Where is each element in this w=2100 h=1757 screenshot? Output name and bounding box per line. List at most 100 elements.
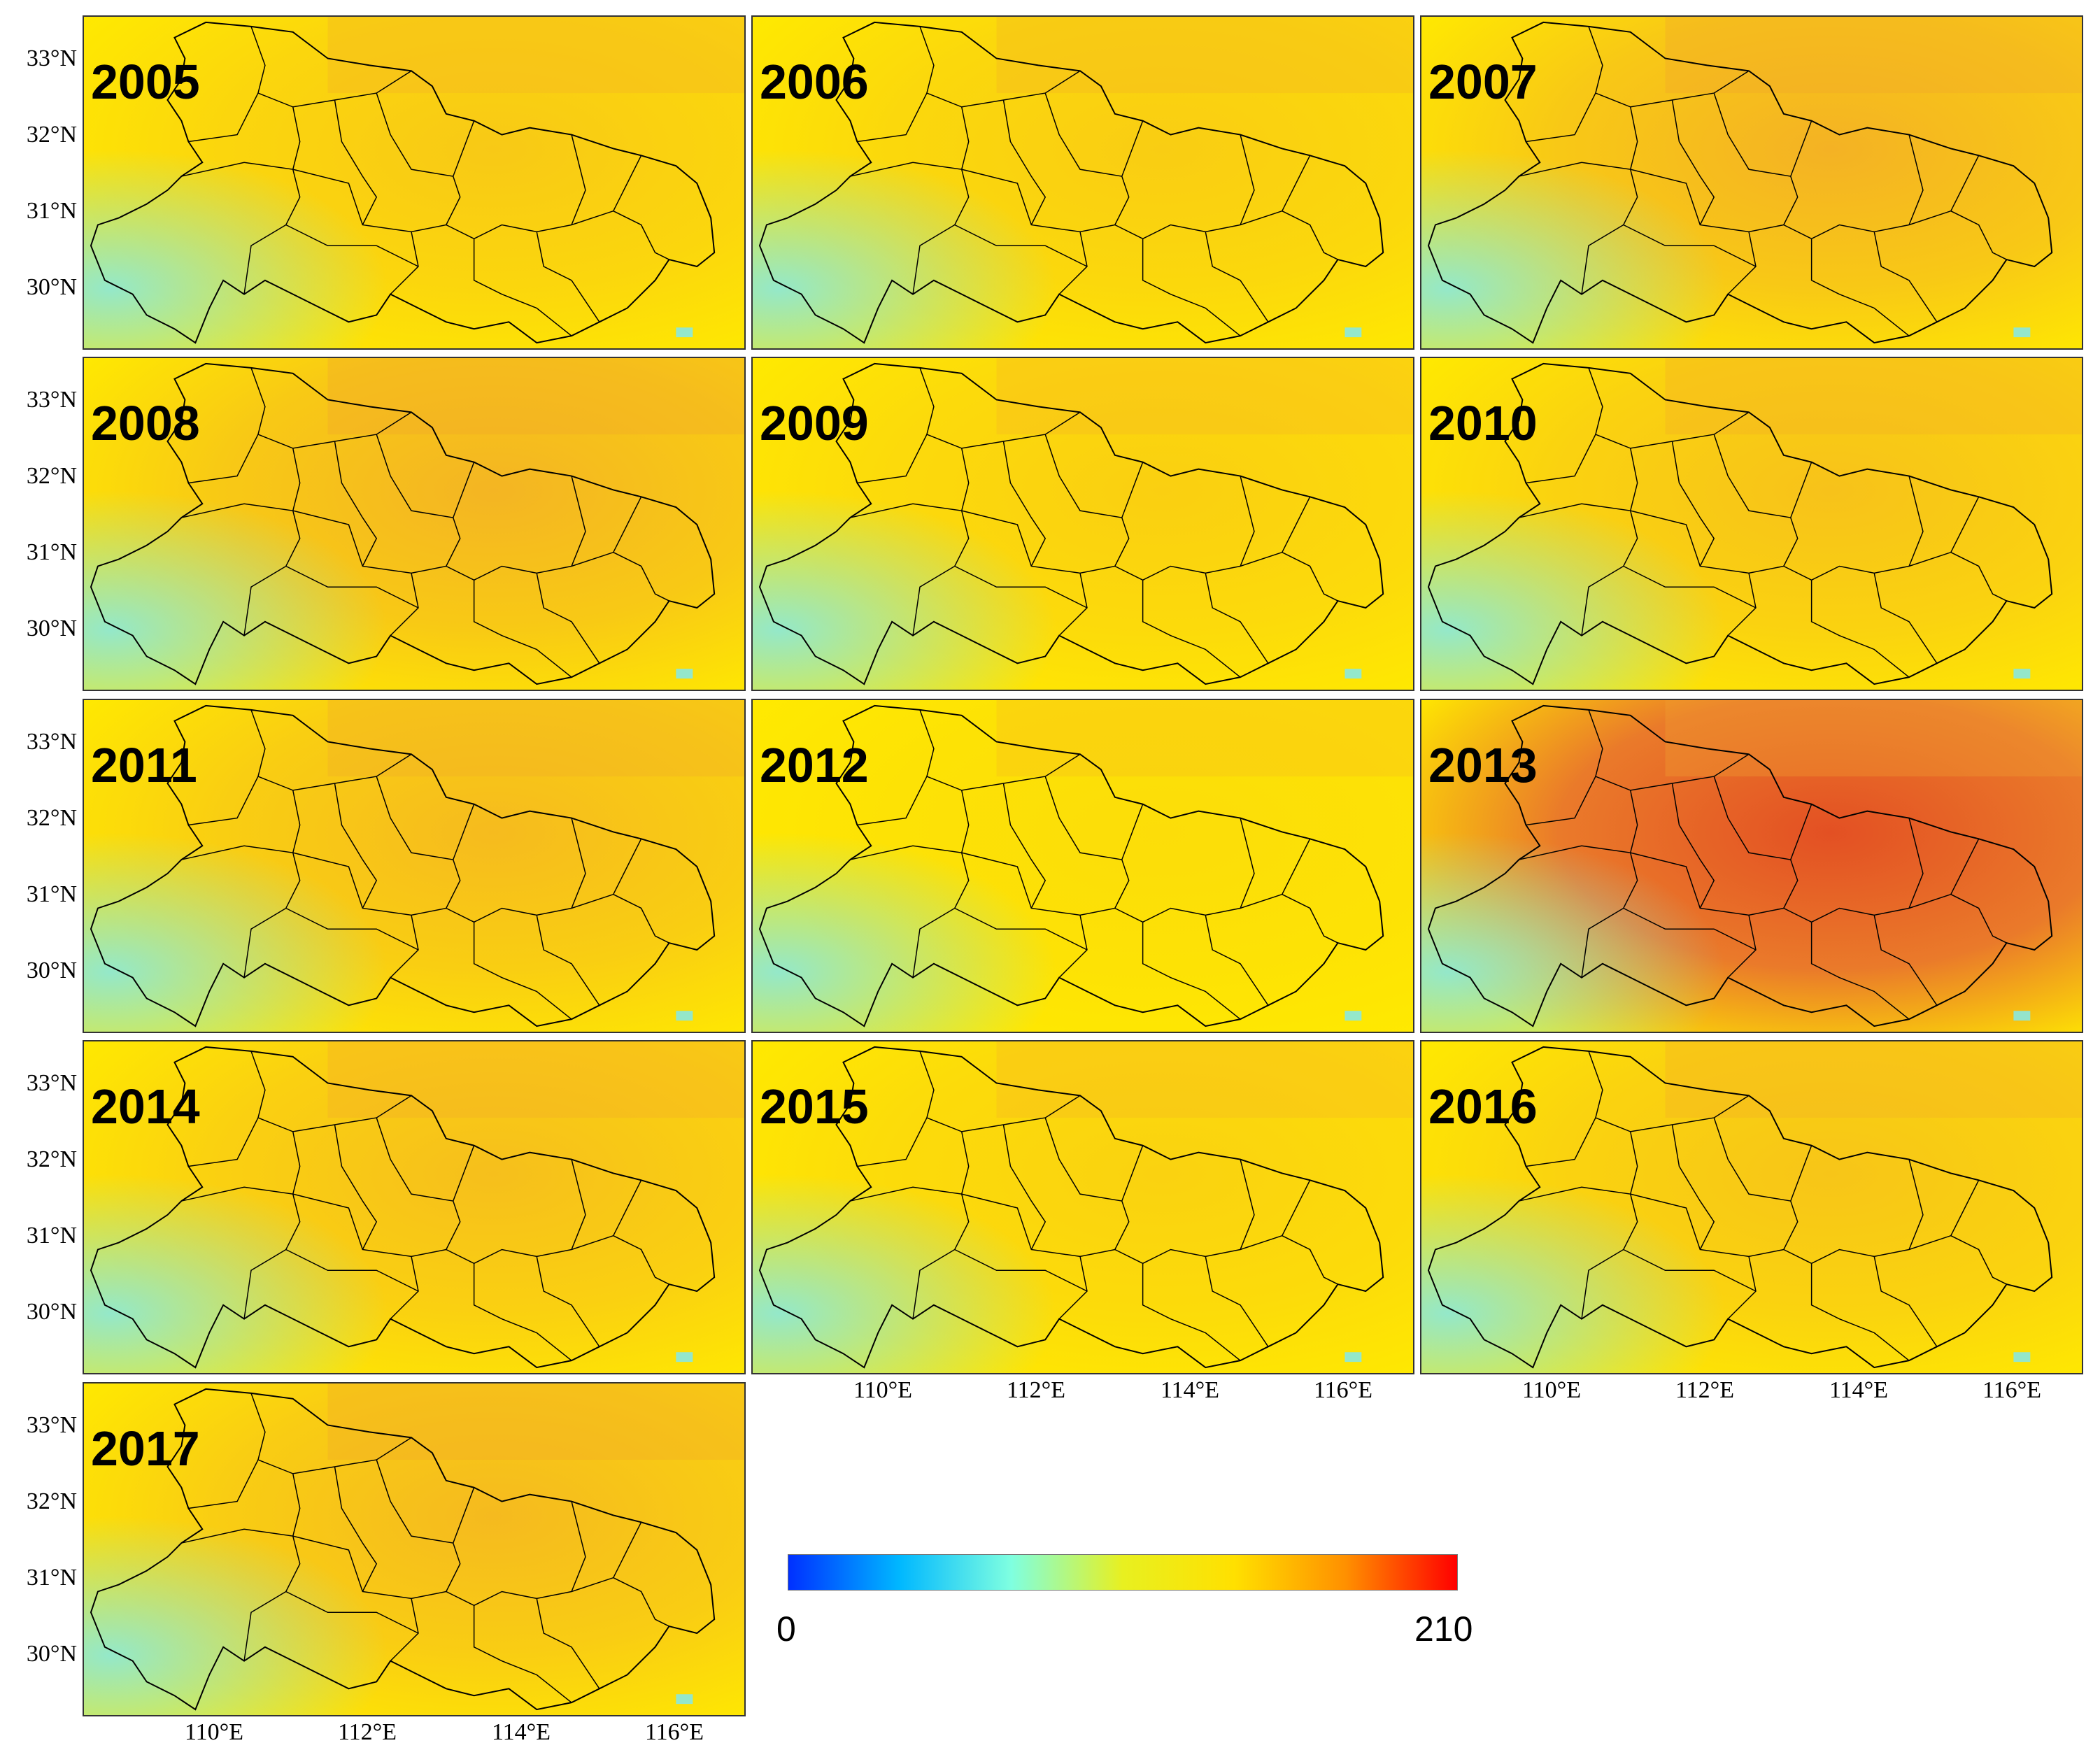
- prefecture-boundary: [1142, 155, 1311, 239]
- prefecture-boundary: [1058, 1256, 1088, 1320]
- prefecture-boundary: [376, 1117, 475, 1202]
- prefecture-boundary: [613, 210, 669, 260]
- prefecture-boundary: [954, 1249, 1088, 1292]
- map-panel: 2010: [1420, 357, 2083, 691]
- year-label: 2016: [1428, 1079, 1538, 1134]
- prefecture-boundary: [181, 845, 301, 978]
- map-raster: [84, 358, 744, 690]
- prefecture-boundary: [334, 99, 378, 225]
- prefecture-boundary: [850, 845, 970, 978]
- prefecture-boundary: [1142, 922, 1241, 1020]
- map-panel: 2007: [1420, 15, 2083, 350]
- prefecture-boundary: [857, 434, 928, 484]
- prefecture-boundary: [1240, 1159, 1255, 1250]
- prefecture-boundary: [857, 776, 928, 826]
- prefecture-boundary: [1908, 476, 1924, 567]
- prefecture-boundary: [1205, 915, 1269, 1006]
- prefecture-boundary: [1519, 1186, 1638, 1319]
- province-boundary: [1427, 362, 2053, 685]
- province-boundary: [758, 21, 1384, 344]
- prefecture-boundary: [1142, 838, 1311, 923]
- map-panel: 2017: [83, 1382, 746, 1716]
- prefecture-boundary: [571, 476, 586, 567]
- prefecture-boundary: [1282, 1235, 1338, 1285]
- prefecture-boundary: [1630, 106, 1638, 170]
- prefecture-boundary: [250, 709, 412, 791]
- province-boundary: [90, 21, 716, 344]
- prefecture-boundary: [1519, 845, 1638, 978]
- prefecture-boundary: [1713, 776, 1812, 860]
- map-panel: 2016: [1420, 1040, 2083, 1374]
- latitude-label: 30°N: [26, 958, 77, 983]
- prefecture-boundary: [446, 859, 461, 909]
- prefecture-boundary: [1783, 517, 1799, 567]
- prefecture-boundary: [571, 1501, 586, 1592]
- year-label: 2007: [1428, 55, 1538, 109]
- prefecture-boundary: [1142, 239, 1241, 336]
- prefecture-boundary: [1783, 859, 1799, 909]
- latitude-label: 32°N: [26, 463, 77, 489]
- prefecture-boundary: [954, 907, 1088, 951]
- prefecture-boundary: [1058, 232, 1088, 295]
- prefecture-boundary: [536, 915, 600, 1006]
- map-raster: [84, 17, 744, 348]
- prefecture-boundary: [188, 434, 259, 484]
- prefecture-boundary: [961, 448, 970, 511]
- prefecture-boundary: [613, 1577, 669, 1627]
- prefecture-boundary: [1002, 783, 1047, 909]
- prefecture-boundary: [446, 1542, 461, 1592]
- prefecture-boundary: [334, 441, 378, 567]
- map-raster: [1421, 17, 2082, 348]
- prefecture-boundary: [474, 496, 642, 581]
- prefecture-boundary: [1671, 441, 1715, 567]
- prefecture-boundary: [1811, 496, 1980, 581]
- prefecture-boundary: [1713, 1117, 1812, 1202]
- prefecture-boundary: [857, 92, 928, 143]
- map-panel: 2015: [751, 1040, 1414, 1374]
- latitude-label: 31°N: [26, 198, 77, 224]
- prefecture-boundary: [1908, 1159, 1924, 1250]
- prefecture-boundary: [1044, 776, 1144, 860]
- prefecture-boundary: [446, 176, 461, 225]
- prefecture-boundary: [961, 106, 970, 170]
- longitude-label: 116°E: [644, 1719, 704, 1745]
- prefecture-boundary: [1588, 709, 1750, 791]
- prefecture-boundary: [292, 1193, 474, 1264]
- prefecture-boundary: [1810, 922, 1910, 1020]
- prefecture-boundary: [1671, 1124, 1715, 1250]
- prefecture-boundary: [613, 893, 669, 944]
- prefecture-boundary: [188, 776, 259, 826]
- map-raster: [753, 700, 1413, 1032]
- prefecture-boundary: [1630, 790, 1638, 853]
- prefecture-boundary: [285, 907, 419, 951]
- prefecture-boundary: [376, 434, 475, 518]
- prefecture-boundary: [334, 1466, 378, 1592]
- prefecture-boundary: [1002, 441, 1047, 567]
- province-boundary: [90, 362, 716, 685]
- prefecture-boundary: [188, 1117, 259, 1167]
- prefecture-boundary: [285, 224, 419, 267]
- map-raster: [1421, 700, 2082, 1032]
- prefecture-boundary: [1002, 1124, 1047, 1250]
- prefecture-boundary: [1950, 551, 2007, 602]
- prefecture-boundary: [1002, 99, 1047, 225]
- colorbar-min-label: 0: [776, 1609, 796, 1649]
- prefecture-boundary: [571, 818, 586, 909]
- prefecture-boundary: [571, 134, 586, 225]
- province-boundary: [90, 704, 716, 1027]
- prefecture-boundary: [181, 162, 301, 294]
- map-panel: 2013: [1420, 699, 2083, 1033]
- prefecture-boundary: [1630, 169, 1812, 239]
- prefecture-boundary: [1114, 176, 1130, 225]
- prefecture-boundary: [1519, 162, 1638, 294]
- prefecture-boundary: [1630, 448, 1638, 511]
- prefecture-boundary: [1240, 134, 1255, 225]
- prefecture-boundary: [961, 790, 970, 853]
- prefecture-boundary: [613, 551, 669, 602]
- latitude-label: 30°N: [26, 616, 77, 641]
- province-boundary: [1427, 1046, 2053, 1369]
- prefecture-boundary: [474, 838, 642, 923]
- prefecture-boundary: [1783, 1200, 1799, 1250]
- prefecture-boundary: [1588, 1051, 1750, 1132]
- prefecture-boundary: [961, 1131, 970, 1195]
